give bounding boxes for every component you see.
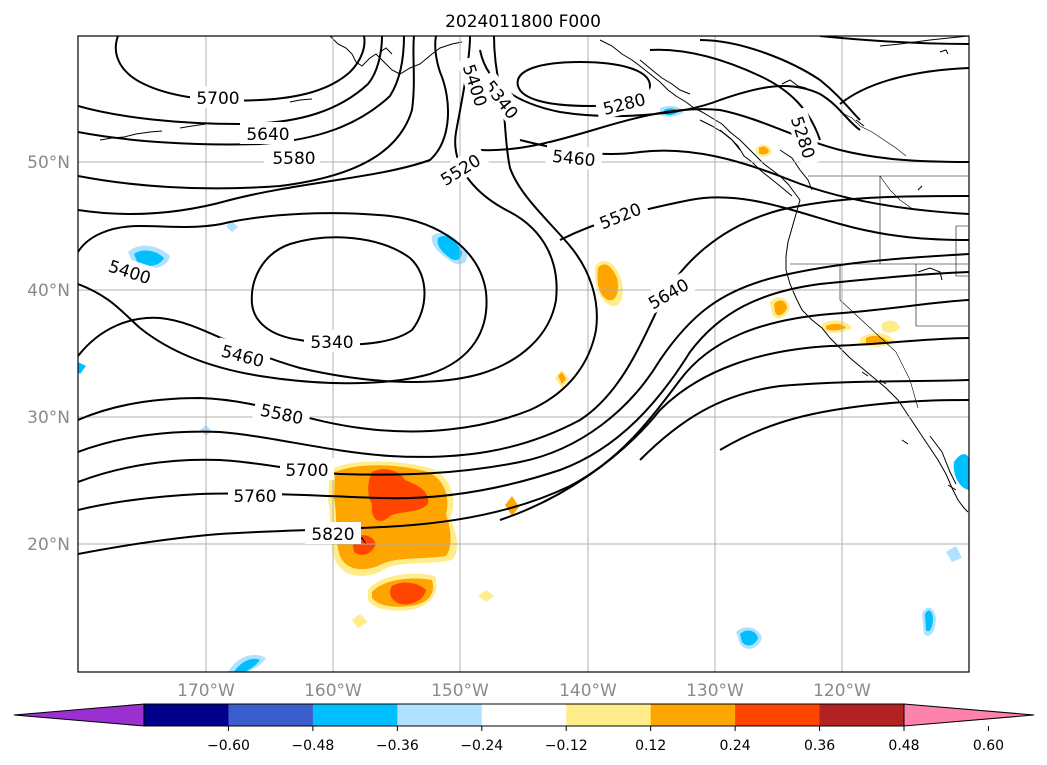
contour-label: 5760 [233, 487, 276, 507]
contour-label: 5580 [272, 149, 315, 169]
lat-label: 20°N [27, 535, 70, 555]
lat-label: 30°N [27, 408, 70, 428]
state-borders [790, 111, 968, 409]
colorbar-tick-label: −0.60 [207, 738, 250, 754]
colorbar-segment [650, 704, 736, 726]
colorbar-tick-label: −0.24 [460, 738, 503, 754]
map-frame [77, 35, 970, 673]
lon-label: 130°W [686, 681, 744, 701]
contour-label: 5820 [311, 525, 354, 545]
colorbar-extend-high [904, 704, 1034, 726]
colorbar-segment [481, 704, 567, 726]
colorbar-segment [397, 704, 483, 726]
lon-label: 170°W [177, 681, 235, 701]
colorbar-extend-low [14, 704, 144, 726]
gridlines [78, 36, 969, 672]
contour-label: 5700 [196, 89, 239, 109]
longitude-labels: 170°W 160°W 150°W 140°W 130°W 120°W [177, 681, 871, 701]
colorbar-segment [735, 704, 821, 726]
colorbar-tick-label: 0.36 [804, 738, 835, 754]
lon-label: 150°W [431, 681, 489, 701]
contour-label: 5640 [246, 125, 289, 145]
lon-label: 160°W [304, 681, 362, 701]
colorbar-segment [566, 704, 652, 726]
contour-label: 5340 [310, 333, 353, 353]
map-panel: 5700 5640 5580 5400 5340 5460 5580 5700 … [77, 35, 970, 673]
colorbar-segment [228, 704, 314, 726]
colorbar-tick-label: −0.12 [545, 738, 588, 754]
lon-label: 120°W [813, 681, 871, 701]
colorbar-tick-label: −0.48 [291, 738, 334, 754]
colorbar-segment [312, 704, 398, 726]
shaded-anomaly-areas [78, 105, 969, 672]
colorbar-tick-label: 0.48 [888, 738, 919, 754]
lat-label: 50°N [27, 153, 70, 173]
colorbar-tick-label: 0.24 [720, 738, 751, 754]
colorbar-segment [144, 704, 229, 726]
colorbar-tick-label: 0.60 [973, 738, 1004, 754]
latitude-labels: 50°N 40°N 30°N 20°N [27, 153, 70, 555]
contour-label: 5700 [285, 461, 328, 481]
contour-label-group: 5700 5640 5580 5400 5340 5460 5580 5700 … [101, 54, 824, 545]
contour-label: 5460 [551, 147, 596, 171]
map-title: 2024011800 F000 [445, 12, 601, 32]
colorbar-tick-label: 0.12 [635, 738, 666, 754]
lon-label: 140°W [559, 681, 617, 701]
lat-label: 40°N [27, 281, 70, 301]
colorbar-tick-label: −0.36 [376, 738, 419, 754]
colorbar-segment [819, 704, 905, 726]
colorbar: −0.60 −0.48 −0.36 −0.24 −0.12 0.12 0.24 0.36 0.4… [13, 703, 1035, 754]
